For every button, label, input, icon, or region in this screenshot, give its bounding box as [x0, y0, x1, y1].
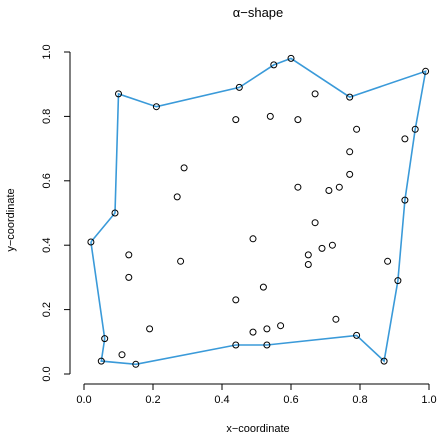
data-point: [311, 90, 319, 98]
chart-title: α−shape: [233, 5, 284, 20]
data-point: [101, 335, 109, 343]
y-axis-label: y−coordinate: [5, 188, 17, 251]
data-point: [328, 241, 336, 249]
data-point: [249, 328, 257, 336]
data-point: [152, 103, 160, 111]
data-point: [294, 183, 302, 191]
data-point: [125, 251, 133, 259]
data-point: [277, 322, 285, 330]
data-point: [173, 193, 181, 201]
data-point: [249, 235, 257, 243]
data-point: [177, 257, 185, 265]
data-point: [318, 244, 326, 252]
data-point: [270, 61, 278, 69]
y-tick-label: 1.0: [41, 44, 53, 59]
data-point: [380, 357, 388, 365]
data-point: [118, 351, 126, 359]
data-point: [287, 54, 295, 62]
y-tick-label: 0.4: [41, 238, 53, 253]
data-point: [304, 261, 312, 268]
data-point: [115, 90, 122, 98]
x-tick-label: 0.8: [352, 394, 367, 406]
data-point: [294, 116, 302, 124]
data-point: [180, 164, 188, 172]
data-point: [232, 116, 240, 124]
data-point: [232, 296, 240, 304]
x-tick-label: 1.0: [421, 394, 436, 406]
alpha-shape-hull-line: [90, 57, 427, 366]
data-point: [384, 257, 392, 265]
data-point: [353, 125, 361, 133]
data-point: [87, 238, 95, 246]
data-point: [111, 209, 119, 217]
data-point: [335, 183, 343, 191]
data-point: [401, 196, 409, 204]
data-point: [332, 315, 340, 323]
x-tick-label: 0.4: [214, 394, 229, 406]
data-point: [394, 277, 402, 285]
data-point: [346, 93, 354, 101]
data-point: [346, 148, 354, 156]
y-tick-label: 0.6: [41, 173, 53, 188]
data-point: [353, 331, 361, 339]
y-tick-label: 0.8: [41, 109, 53, 124]
x-tick-label: 0.0: [76, 394, 91, 406]
data-point: [146, 325, 154, 333]
data-point: [125, 273, 133, 281]
data-point: [235, 83, 243, 91]
data-point: [325, 187, 333, 194]
data-point: [266, 112, 274, 120]
data-point: [259, 283, 267, 291]
data-point: [263, 341, 271, 349]
y-tick-label: 0.2: [41, 302, 53, 317]
data-point: [401, 135, 409, 143]
data-points: [87, 54, 430, 368]
data-point: [304, 251, 312, 259]
data-point: [411, 125, 419, 133]
data-point: [311, 219, 319, 227]
data-point: [422, 67, 430, 75]
data-point: [132, 360, 140, 368]
data-point: [346, 170, 354, 178]
data-point: [263, 325, 271, 333]
x-axis-label: x−coordinate: [226, 423, 289, 435]
x-tick-label: 0.2: [145, 394, 160, 406]
data-point: [97, 357, 105, 365]
data-point: [232, 341, 240, 349]
axes: 0.0 0.2 0.4 0.6 0.8 1.0 0.0 0.2 0.4 0.6 0.8 1.0: [41, 44, 437, 406]
x-tick-label: 0.6: [283, 394, 298, 406]
y-tick-label: 0.0: [41, 366, 53, 381]
